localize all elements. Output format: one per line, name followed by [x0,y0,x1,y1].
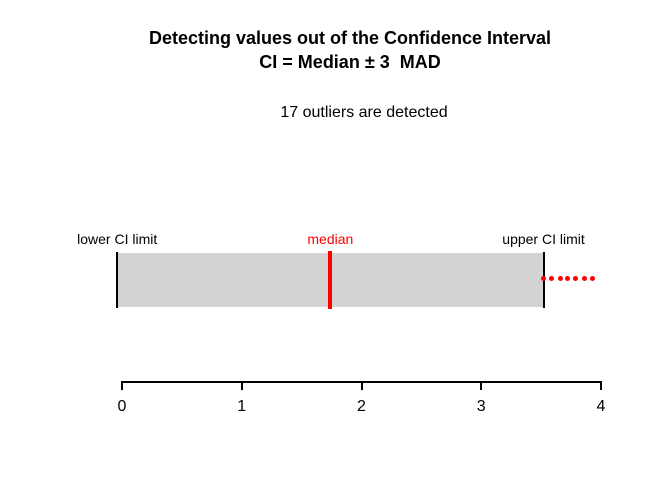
outlier-dot [581,276,587,281]
upper-ci-label: upper CI limit [502,231,585,247]
x-axis-tick-label: 2 [357,398,366,415]
lower-ci-line [116,252,119,308]
median-line [328,251,333,309]
x-axis-tick-label: 3 [476,398,486,415]
outlier-dot [557,276,563,281]
plot-title-line1: Detecting values out of the Confidence I… [148,28,552,48]
plot-title-line2: CI = Median ± 3 MAD [259,52,441,72]
x-axis-tick-label: 1 [237,398,247,415]
outlier-dot [590,276,596,281]
outlier-dot [564,276,570,281]
x-axis-tick-label: 4 [596,398,606,415]
plot-subtitle: 17 outliers are detected [280,104,448,121]
lower-ci-label: lower CI limit [77,231,158,247]
plot-title: Detecting values out of the Confidence I… [30,26,670,74]
outlier-dot [541,276,547,281]
x-axis-tick [360,381,363,390]
x-axis-tick [240,381,243,390]
median-label: median [307,231,354,247]
outlier-dot [549,276,555,281]
x-axis-tick [600,381,602,390]
outlier-dot [573,276,579,281]
x-axis-tick [480,381,483,390]
x-axis-tick [121,381,123,390]
x-axis-tick-label: 0 [117,398,127,415]
